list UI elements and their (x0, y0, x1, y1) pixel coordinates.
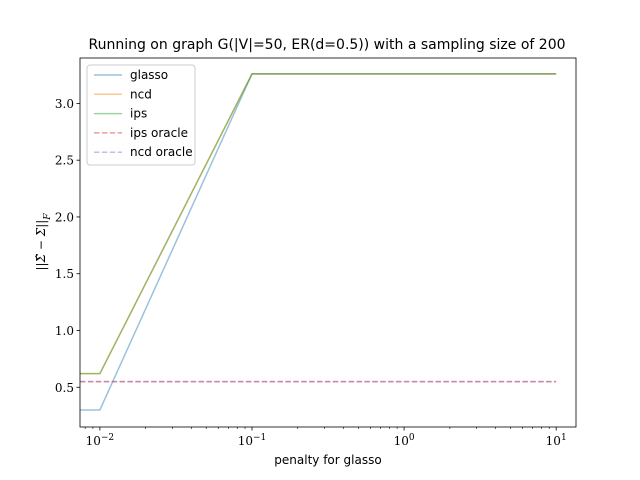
x-axis-ticks: 10−2 10−1 100 101 (84, 427, 567, 448)
y-tick-label: 3.0 (55, 97, 74, 111)
y-axis-label: ||Σ̂ − Σ||F (34, 213, 53, 271)
x-tick-label: 10−1 (238, 433, 267, 448)
x-tick-label: 100 (394, 433, 415, 448)
legend-label: ips oracle (130, 126, 188, 140)
svg-text:||Σ̂ − Σ||F: ||Σ̂ − Σ||F (34, 213, 53, 271)
chart-title: Running on graph G(|V|=50, ER(d=0.5)) wi… (88, 37, 565, 53)
series-line-glasso (80, 73, 557, 411)
y-tick-label: 1.5 (55, 267, 74, 281)
plot-frame (79, 57, 577, 428)
y-tick-label: 1.0 (55, 324, 74, 338)
legend: glasso ncd ips ips oracle ncd oracle (86, 64, 196, 166)
x-axis-label: penalty for glasso (274, 453, 381, 467)
y-tick-label: 2.0 (55, 210, 74, 224)
legend-label: ncd oracle (130, 145, 193, 159)
y-tick-label: 2.5 (55, 154, 74, 168)
legend-label: ncd (130, 87, 152, 101)
series-line-ncd (80, 73, 557, 375)
legend-box (86, 64, 196, 166)
x-tick-label: 101 (546, 433, 567, 448)
y-tick-label: 0.5 (55, 381, 74, 395)
x-tick-label: 10−2 (86, 433, 115, 448)
legend-label: glasso (130, 68, 168, 82)
series-layer (80, 73, 557, 411)
legend-label: ips (130, 107, 147, 121)
series-line-ips (80, 73, 557, 375)
y-axis-ticks: 0.5 1.0 1.5 2.0 2.5 3.0 (55, 97, 80, 395)
